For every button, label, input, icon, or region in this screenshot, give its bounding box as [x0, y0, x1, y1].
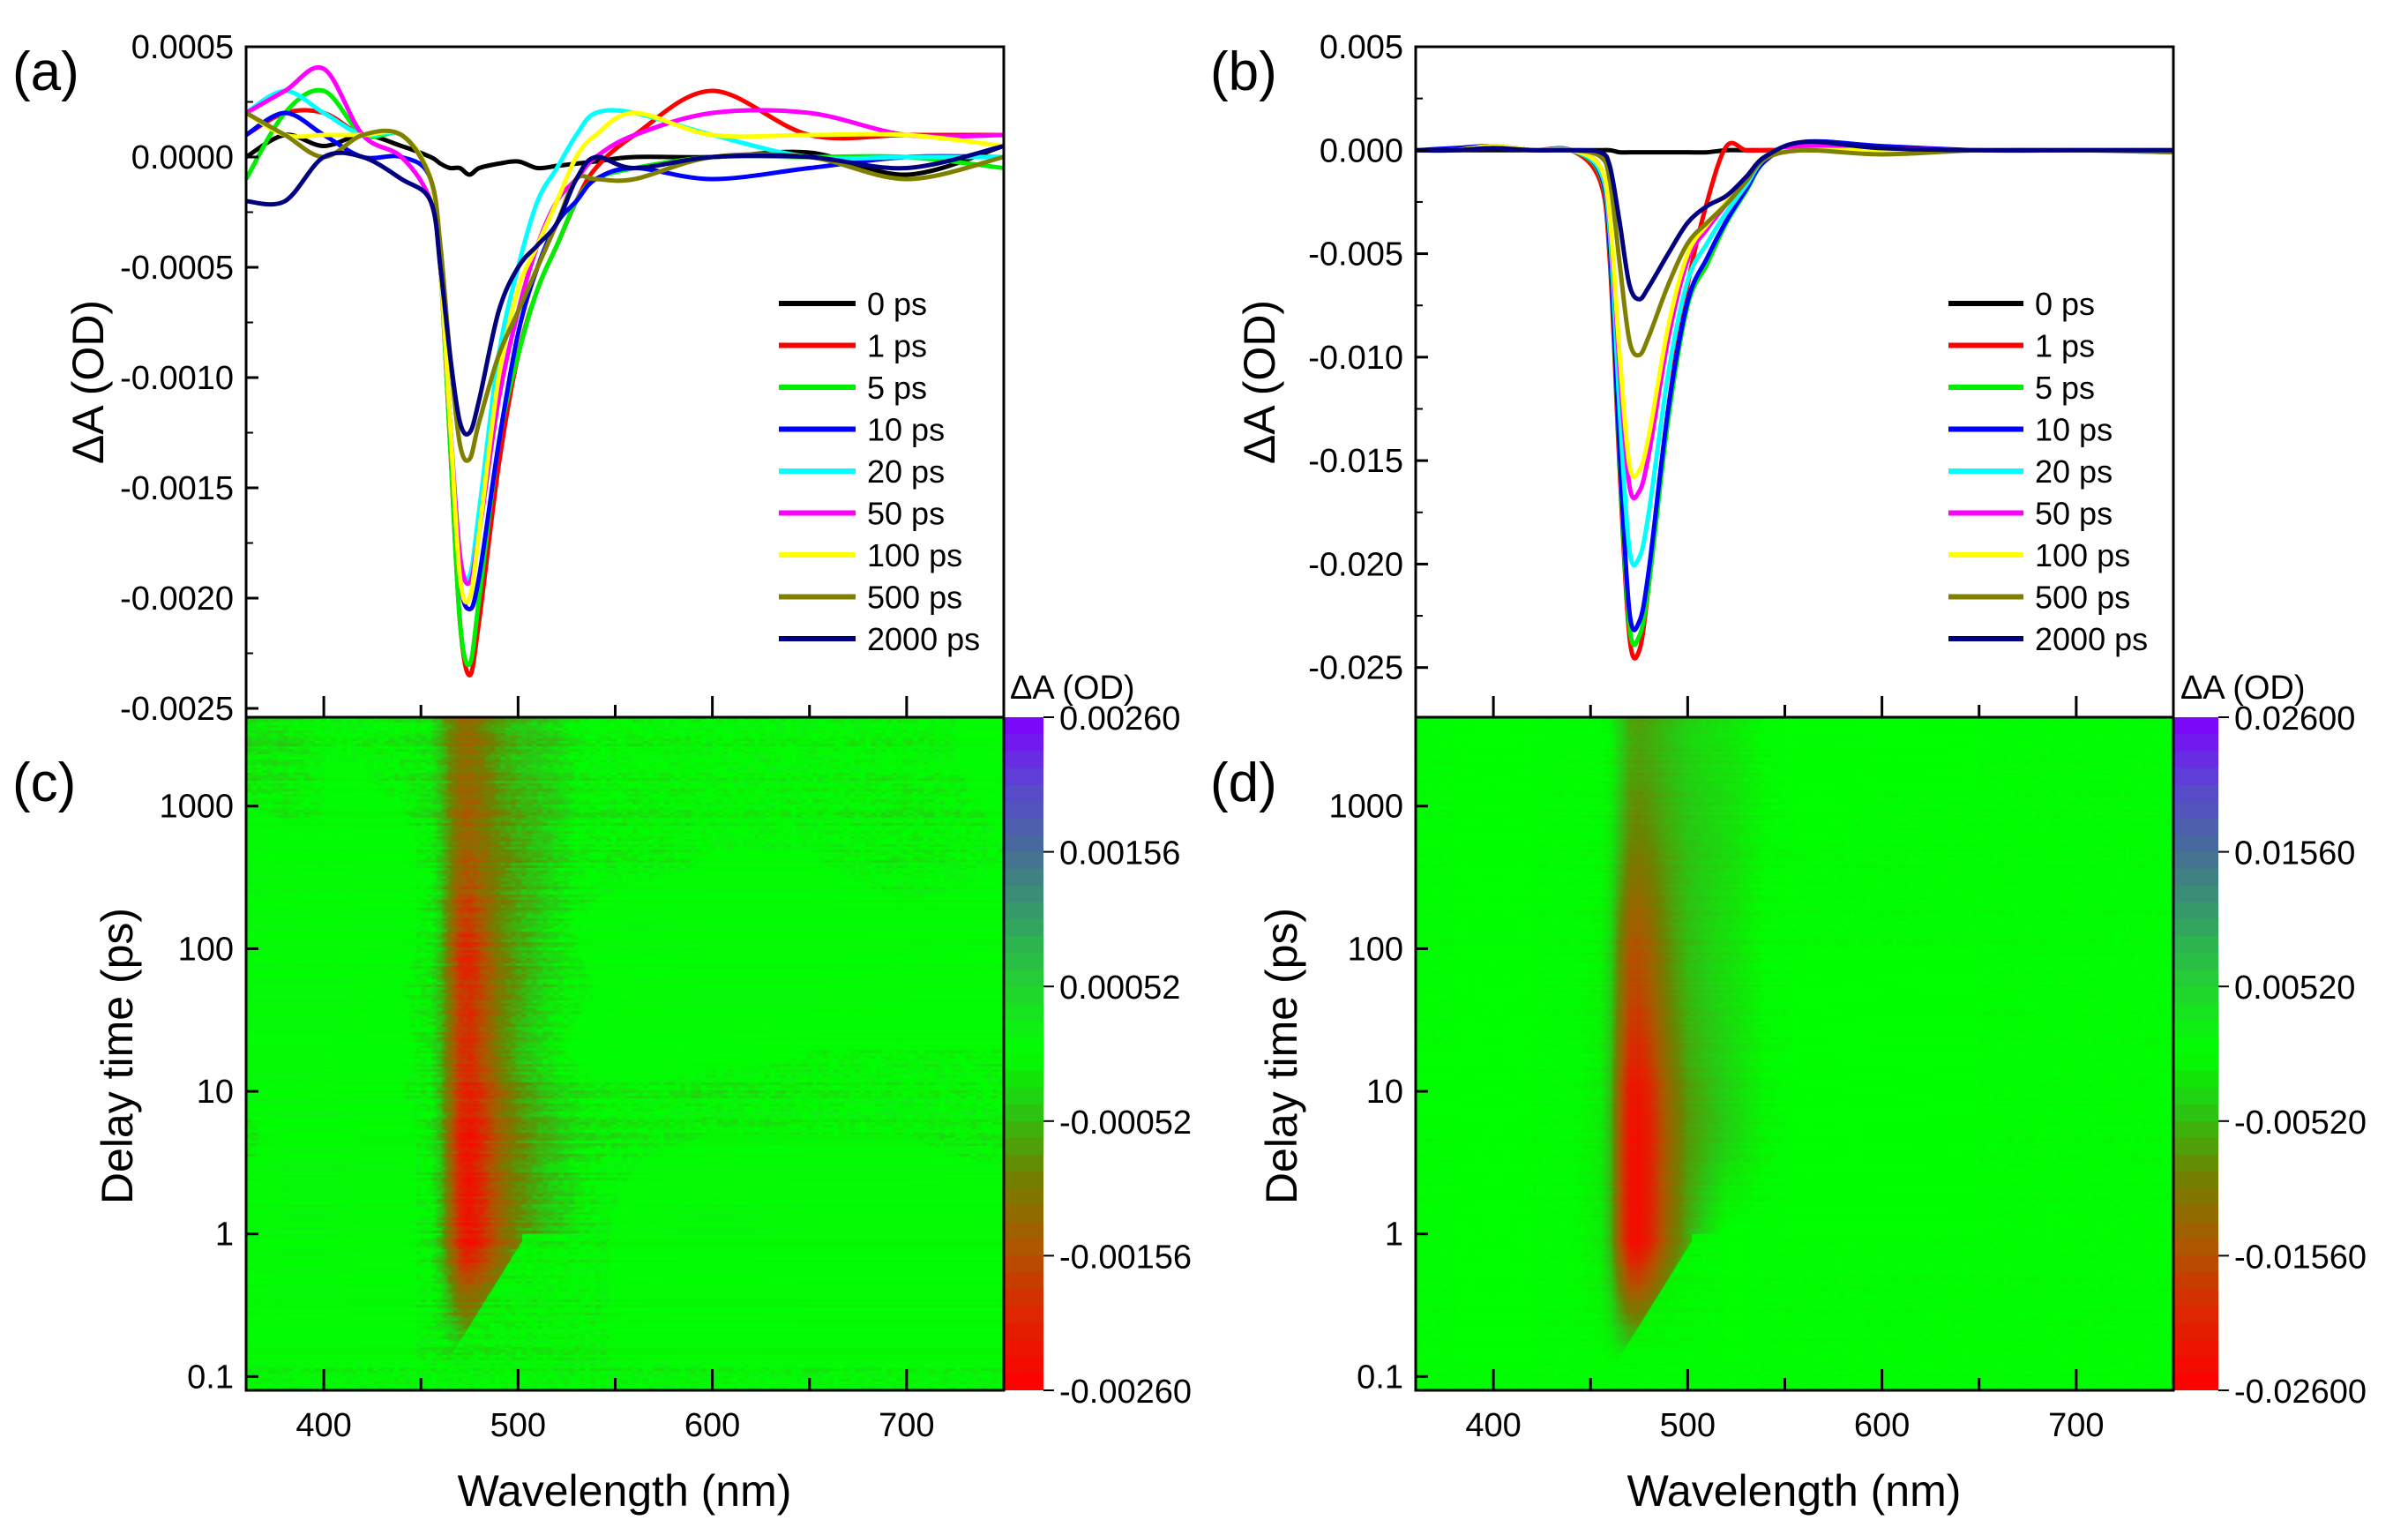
y-tick-label: 0.0005 [131, 29, 234, 66]
legend-label: 1 ps [867, 328, 927, 364]
colorbar-tick-label: 0.00520 [2234, 970, 2355, 1007]
y-tick-label: 0.000 [1320, 132, 1403, 169]
legend-label: 20 ps [867, 453, 945, 490]
legend-label: 2000 ps [2035, 621, 2148, 657]
plot-frame [244, 715, 1006, 1392]
x-tick-label: 700 [879, 1407, 934, 1444]
x-tick-label: 600 [684, 1407, 740, 1444]
y-tick-label: -0.0025 [120, 691, 234, 728]
colorbar-tick-label: -0.00520 [2234, 1104, 2367, 1142]
colorbar-title-d: ΔA (OD) [2180, 670, 2306, 707]
y-tick-label: 1 [215, 1217, 234, 1254]
legend-label: 50 ps [2035, 496, 2113, 532]
y-tick-label: 100 [1348, 931, 1403, 968]
y-tick-label: 10 [1366, 1074, 1403, 1111]
colorbar-tick-label: -0.00156 [1059, 1239, 1192, 1276]
legend-label: 1 ps [2035, 328, 2095, 364]
legend-label: 500 ps [867, 580, 962, 616]
x-tick-label: 500 [1660, 1407, 1716, 1444]
y-axis-title-c: Delay time (ps) [93, 908, 142, 1204]
colorbar-tick-label: -0.00052 [1059, 1104, 1192, 1142]
plot-frame [1414, 715, 2175, 1392]
panel-label-d: (d) [1210, 753, 1277, 813]
y-tick-label: -0.0015 [120, 470, 234, 507]
y-tick-label: -0.0005 [120, 250, 234, 287]
series-line-2000-ps [1415, 139, 2173, 302]
y-tick-label: 100 [178, 931, 234, 968]
colorbar-c [1004, 717, 1043, 1390]
x-tick-label: 600 [1854, 1407, 1910, 1444]
colorbar-title-c: ΔA (OD) [1010, 670, 1135, 707]
y-tick-label: -0.0020 [120, 580, 234, 618]
colorbar-tick-label: -0.02600 [2234, 1374, 2367, 1411]
x-tick-label: 400 [295, 1407, 351, 1444]
colorbar-tick-label: 0.00260 [1059, 700, 1180, 738]
x-tick-label: 500 [490, 1407, 546, 1444]
y-axis-title-b: ΔA (OD) [1235, 300, 1284, 464]
legend-label: 20 ps [2035, 453, 2113, 490]
panel-label-a: (a) [12, 41, 79, 102]
panel-label-c: (c) [12, 753, 76, 813]
colorbar-d [2173, 717, 2218, 1390]
y-tick-label: -0.005 [1308, 236, 1403, 273]
x-axis-title-d: Wavelength (nm) [1627, 1466, 1962, 1516]
series-line-2000-ps [245, 144, 1005, 437]
colorbar-tick-label: 0.00052 [1059, 970, 1180, 1007]
panel-label-b: (b) [1210, 41, 1277, 102]
legend-label: 500 ps [2035, 580, 2130, 616]
y-tick-label: -0.025 [1308, 650, 1403, 687]
colorbar-tick-label: -0.00260 [1059, 1374, 1192, 1411]
colorbar-tick-label: 0.00156 [1059, 835, 1180, 872]
legend-label: 0 ps [867, 286, 927, 322]
y-tick-label: -0.010 [1308, 340, 1403, 377]
heatmap-d [1416, 717, 2173, 1390]
legend-label: 50 ps [867, 496, 945, 532]
legend-label: 10 ps [867, 412, 945, 448]
x-tick-label: 400 [1465, 1407, 1521, 1444]
legend-label: 100 ps [2035, 537, 2130, 573]
legend-label: 2000 ps [867, 621, 980, 657]
legend-label: 5 ps [867, 370, 927, 406]
colorbar-tick-label: -0.01560 [2234, 1239, 2367, 1276]
y-tick-label: -0.020 [1308, 546, 1403, 583]
y-tick-label: 0.1 [187, 1359, 234, 1396]
y-tick-label: 1000 [159, 789, 234, 826]
legend-label: 5 ps [2035, 370, 2095, 406]
y-tick-label: 1000 [1328, 789, 1403, 826]
legend-label: 100 ps [867, 537, 962, 573]
y-tick-label: 10 [197, 1074, 234, 1111]
legend-label: 0 ps [2035, 286, 2095, 322]
colorbar-tick-label: 0.02600 [2234, 700, 2355, 738]
y-tick-label: 0.1 [1357, 1359, 1403, 1396]
y-tick-label: 0.0000 [131, 139, 234, 176]
y-tick-label: -0.0010 [120, 360, 234, 397]
x-tick-label: 700 [2048, 1407, 2104, 1444]
series-line-500-ps [1415, 146, 2174, 358]
y-axis-title-d: Delay time (ps) [1257, 908, 1306, 1204]
colorbar-tick-label: 0.01560 [2234, 835, 2355, 872]
y-tick-label: 0.005 [1320, 29, 1403, 66]
legend-label: 10 ps [2035, 412, 2113, 448]
y-tick-label: 1 [1385, 1217, 1403, 1254]
y-axis-title-a: ΔA (OD) [64, 300, 113, 464]
heatmap-c [246, 717, 1004, 1390]
y-tick-label: -0.015 [1308, 443, 1403, 480]
x-axis-title-c: Wavelength (nm) [458, 1466, 792, 1516]
